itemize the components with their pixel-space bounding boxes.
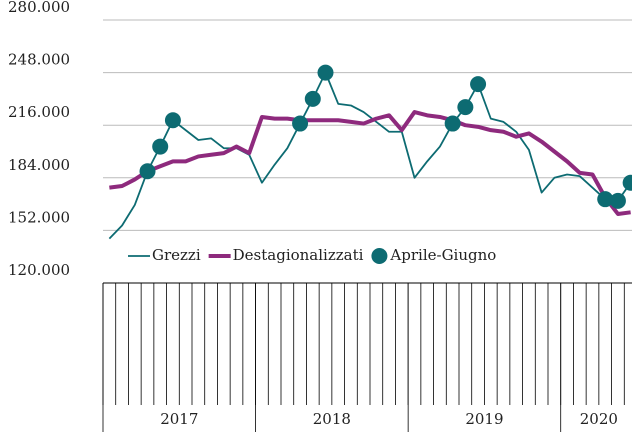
x-group-label: 2019 <box>465 410 503 428</box>
legend-label: Destagionalizzati <box>233 246 364 264</box>
dot <box>444 115 461 132</box>
dot <box>470 76 487 93</box>
dot <box>304 90 321 107</box>
dot <box>292 115 309 132</box>
x-group-label: 2020 <box>580 410 618 428</box>
series-line <box>108 71 632 240</box>
y-tick-label: 184.000 <box>8 156 70 174</box>
x-group-label: 2017 <box>160 410 198 428</box>
dot <box>152 138 169 155</box>
dot <box>139 163 156 180</box>
legend-label: Grezzi <box>152 246 201 264</box>
dot <box>597 191 614 208</box>
dot <box>609 192 626 209</box>
legend-label: Aprile-Giugno <box>389 246 496 264</box>
y-tick-label: 152.000 <box>8 208 70 226</box>
series-line <box>109 110 631 216</box>
dot <box>622 174 632 191</box>
y-tick-label: 216.000 <box>8 103 70 121</box>
x-group-label: 2018 <box>313 410 351 428</box>
legend-marker <box>371 248 388 264</box>
y-tick-label: 248.000 <box>8 51 70 69</box>
dot <box>164 112 181 129</box>
y-tick-label: 120.000 <box>8 261 70 279</box>
dot <box>317 64 334 81</box>
y-tick-label: 280.000 <box>8 0 70 16</box>
dot <box>457 99 474 116</box>
